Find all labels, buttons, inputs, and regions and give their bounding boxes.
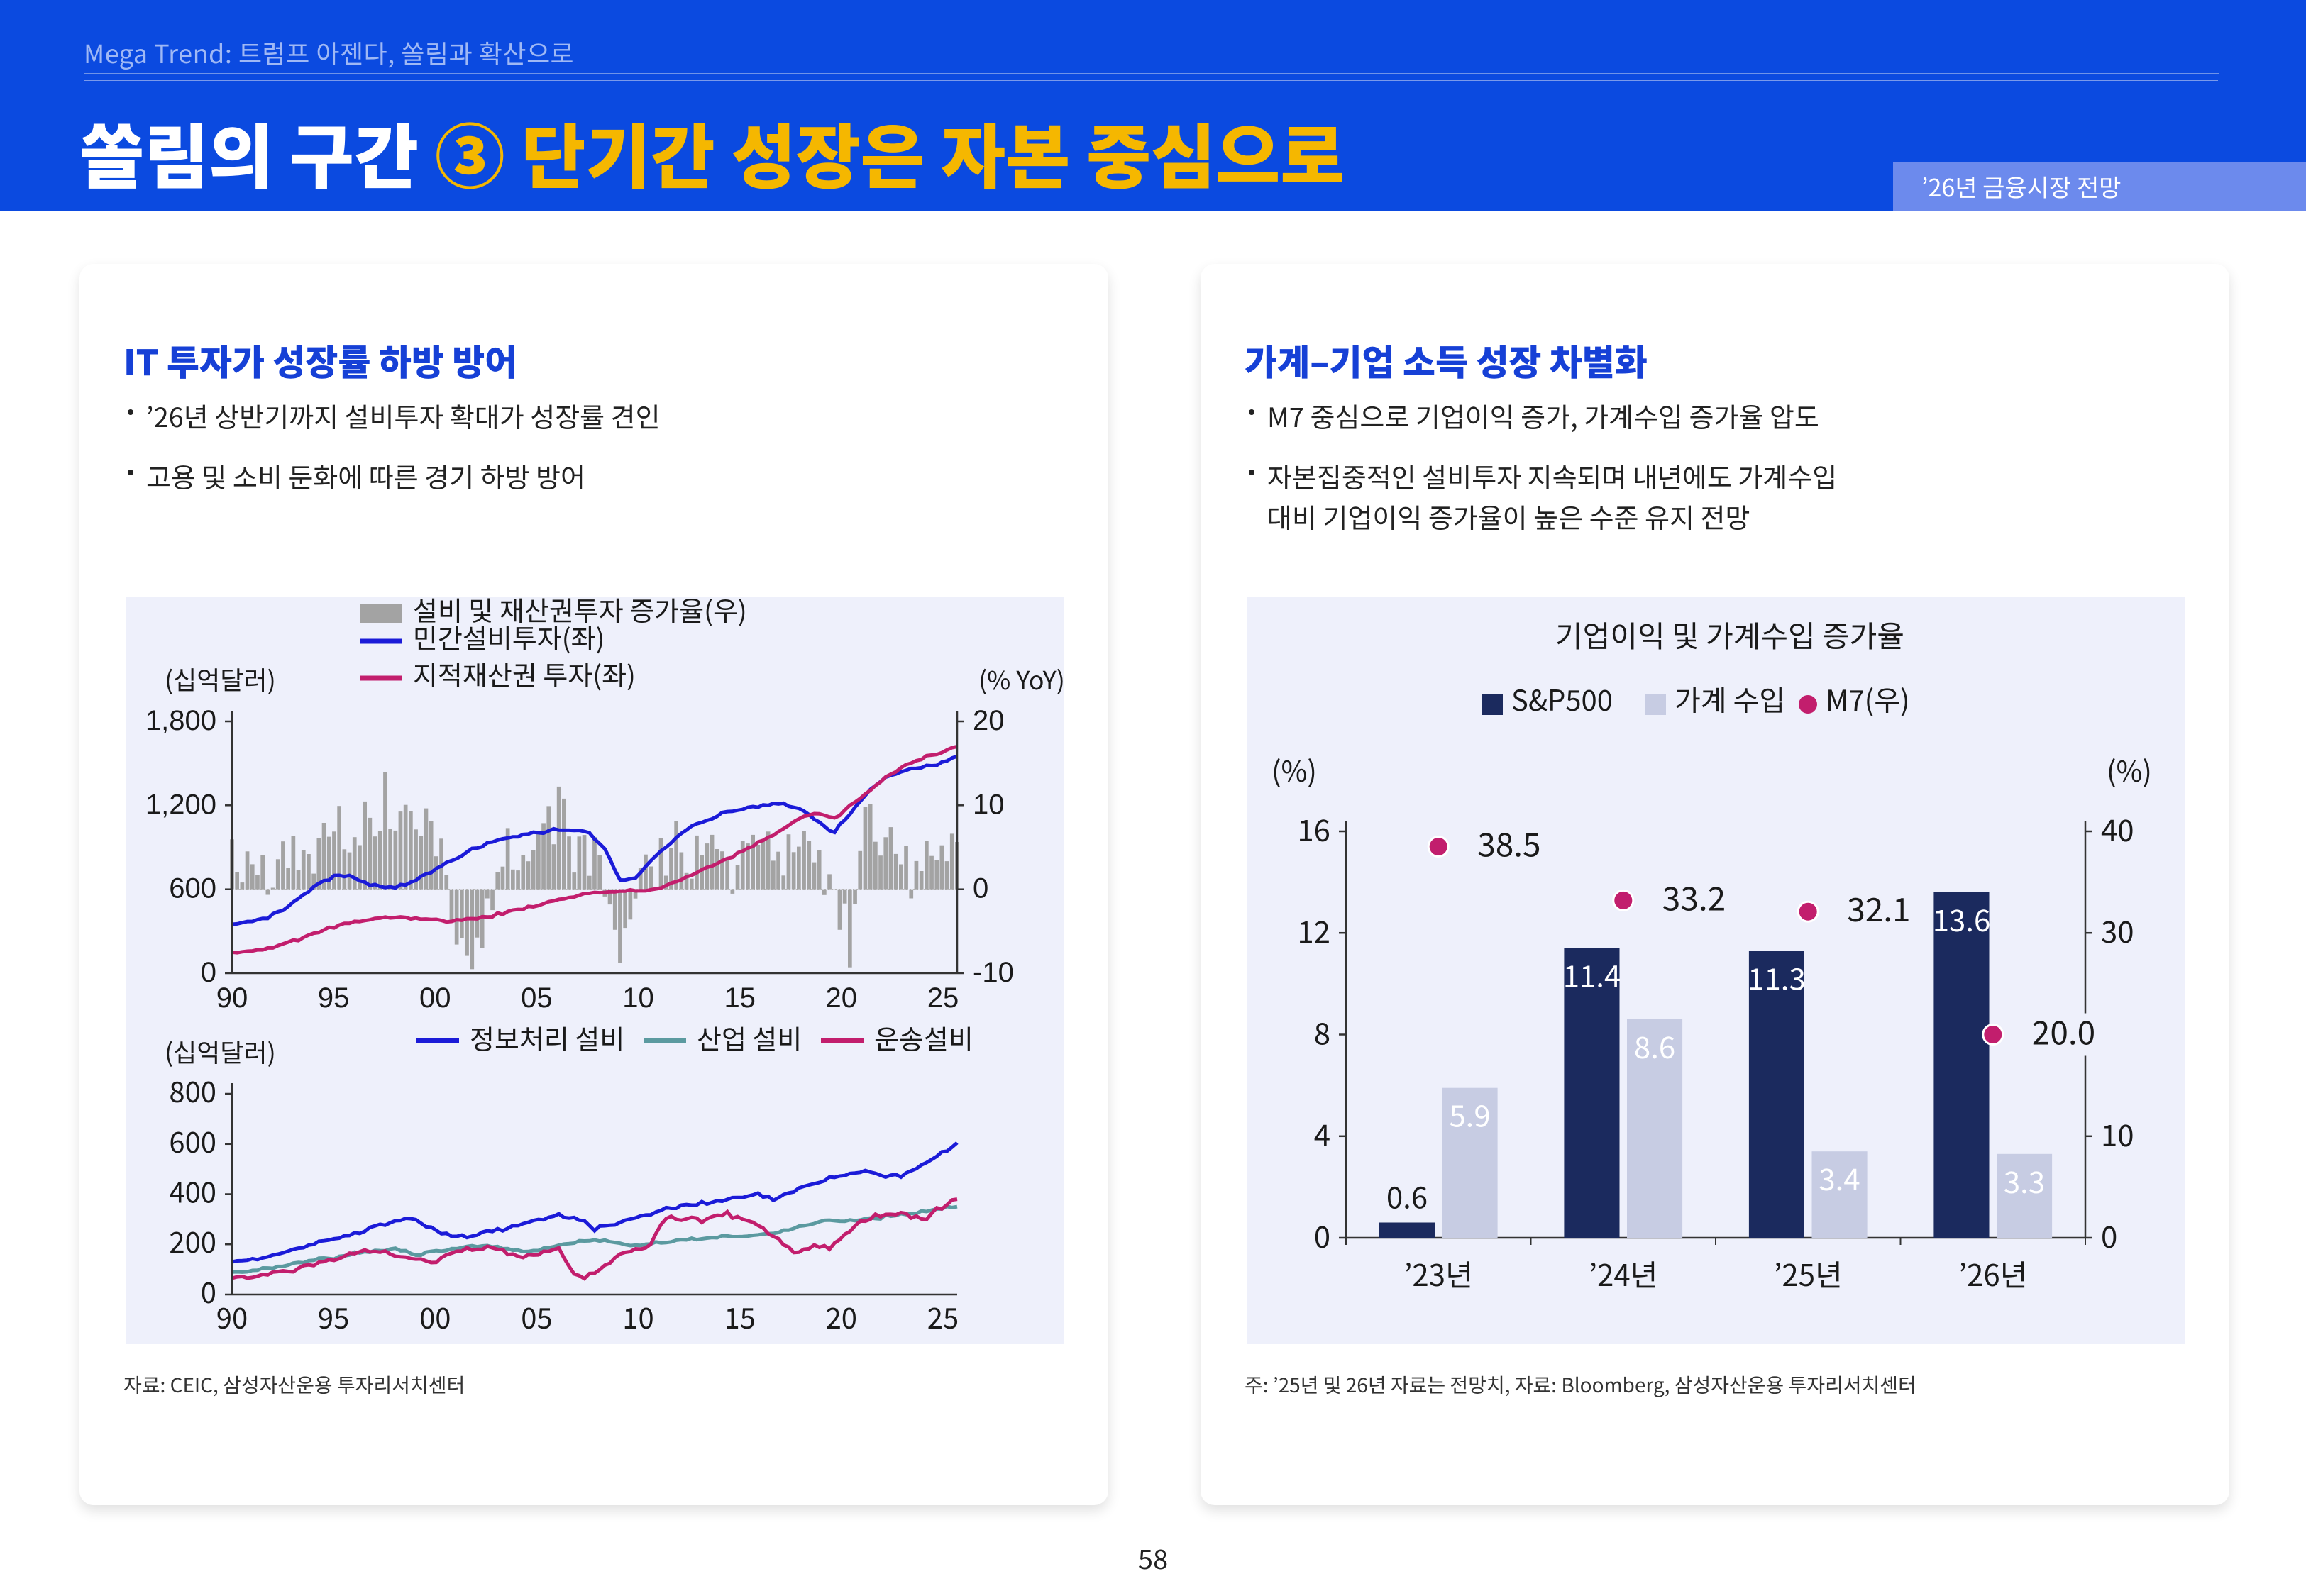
svg-text:1,200: 1,200 — [145, 789, 216, 820]
svg-text:’24년: ’24년 — [1589, 1252, 1657, 1295]
svg-text:’23년: ’23년 — [1404, 1252, 1473, 1295]
svg-text:기업이익 및 가계수입 증가율: 기업이익 및 가계수입 증가율 — [1555, 613, 1904, 656]
svg-text:4: 4 — [1314, 1112, 1330, 1156]
svg-text:20: 20 — [826, 982, 858, 1014]
svg-text:(십억달러): (십억달러) — [165, 660, 276, 697]
svg-text:800: 800 — [169, 1070, 216, 1111]
svg-text:05: 05 — [521, 982, 553, 1014]
svg-text:S&P500: S&P500 — [1511, 678, 1613, 719]
svg-text:20: 20 — [826, 1296, 857, 1337]
svg-text:(% YoY): (% YoY) — [978, 660, 1064, 697]
svg-text:운송설비: 운송설비 — [874, 1023, 973, 1057]
svg-text:00: 00 — [419, 1296, 451, 1337]
svg-text:12: 12 — [1297, 909, 1330, 952]
svg-text:정보처리 설비: 정보처리 설비 — [470, 1023, 624, 1057]
svg-text:산업 설비: 산업 설비 — [697, 1023, 802, 1057]
svg-text:90: 90 — [216, 982, 248, 1014]
svg-text:8: 8 — [1314, 1011, 1330, 1054]
svg-text:16: 16 — [1297, 807, 1330, 850]
svg-text:(십억달러): (십억달러) — [165, 1033, 276, 1070]
svg-text:3.4: 3.4 — [1819, 1156, 1860, 1199]
svg-text:0: 0 — [973, 873, 988, 904]
svg-text:40: 40 — [2101, 807, 2134, 850]
svg-text:-10: -10 — [973, 957, 1014, 988]
svg-text:가계 수입: 가계 수입 — [1675, 678, 1785, 719]
svg-text:10: 10 — [622, 1296, 653, 1337]
svg-text:25: 25 — [927, 982, 959, 1014]
svg-text:8.6: 8.6 — [1634, 1024, 1675, 1068]
svg-text:0: 0 — [1314, 1214, 1330, 1257]
svg-text:05: 05 — [521, 1296, 552, 1337]
svg-text:400: 400 — [169, 1170, 216, 1212]
svg-text:’25년: ’25년 — [1774, 1252, 1843, 1295]
svg-text:600: 600 — [169, 1120, 216, 1161]
svg-text:0.6: 0.6 — [1386, 1175, 1428, 1218]
svg-text:95: 95 — [318, 1296, 349, 1337]
svg-text:민간설비투자(좌): 민간설비투자(좌) — [413, 617, 605, 656]
svg-text:200: 200 — [169, 1220, 216, 1261]
svg-text:10: 10 — [2101, 1112, 2134, 1156]
svg-text:20.0: 20.0 — [2032, 1008, 2095, 1055]
svg-text:3.3: 3.3 — [2004, 1159, 2045, 1202]
svg-text:10: 10 — [973, 789, 1005, 820]
svg-text:0: 0 — [201, 1270, 216, 1312]
svg-text:15: 15 — [724, 982, 755, 1014]
svg-text:(%): (%) — [2107, 749, 2152, 790]
svg-text:30: 30 — [2101, 909, 2134, 952]
svg-text:5.9: 5.9 — [1449, 1093, 1490, 1136]
svg-text:20: 20 — [973, 705, 1005, 736]
svg-text:11.4: 11.4 — [1563, 953, 1621, 997]
svg-text:38.5: 38.5 — [1477, 820, 1540, 867]
svg-text:32.1: 32.1 — [1847, 885, 1910, 931]
svg-text:95: 95 — [318, 982, 350, 1014]
svg-text:지적재산권 투자(좌): 지적재산권 투자(좌) — [413, 654, 636, 693]
svg-text:15: 15 — [724, 1296, 755, 1337]
svg-text:10: 10 — [622, 982, 654, 1014]
svg-text:33.2: 33.2 — [1662, 873, 1726, 920]
svg-text:M7(우): M7(우) — [1826, 678, 1910, 719]
svg-text:25: 25 — [927, 1296, 959, 1337]
svg-text:11.3: 11.3 — [1748, 955, 1806, 999]
svg-text:1,800: 1,800 — [145, 705, 216, 736]
svg-text:0: 0 — [201, 957, 216, 988]
svg-text:(%): (%) — [1271, 749, 1317, 790]
svg-text:0: 0 — [2101, 1214, 2117, 1257]
svg-text:90: 90 — [216, 1296, 248, 1337]
svg-text:13.6: 13.6 — [1933, 897, 1991, 941]
svg-text:’26년: ’26년 — [1958, 1252, 2027, 1295]
svg-text:600: 600 — [169, 873, 216, 904]
svg-text:00: 00 — [419, 982, 451, 1014]
